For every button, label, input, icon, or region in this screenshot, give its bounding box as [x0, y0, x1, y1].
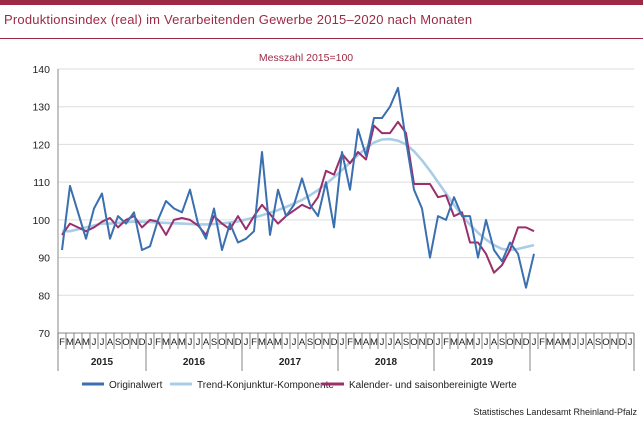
legend-label: Trend-Konjunktur-Komponente: [197, 380, 334, 391]
x-month-label: D: [427, 337, 434, 348]
x-month-label: J: [580, 337, 585, 348]
x-month-label: M: [82, 337, 90, 348]
x-month-label: A: [459, 337, 466, 348]
x-month-label: M: [354, 337, 362, 348]
x-month-label: M: [562, 337, 570, 348]
x-month-label: S: [115, 337, 121, 348]
x-month-label: N: [323, 337, 330, 348]
x-month-label: A: [107, 337, 114, 348]
x-month-label: J: [436, 337, 441, 348]
x-month-label: J: [340, 337, 345, 348]
x-month-label: A: [267, 337, 274, 348]
x-month-label: M: [274, 337, 282, 348]
x-month-label: J: [284, 337, 289, 348]
y-tick-label: 120: [32, 139, 50, 151]
x-year-label: 2016: [183, 357, 206, 368]
x-month-label: O: [506, 337, 513, 348]
x-month-label: O: [410, 337, 417, 348]
title-accent-bar: [0, 0, 643, 5]
chart-title: Produktionsindex (real) im Verarbeitende…: [4, 12, 473, 27]
y-tick-label: 100: [32, 215, 50, 227]
x-month-label: F: [539, 337, 545, 348]
x-month-label: O: [602, 337, 609, 348]
y-tick-label: 140: [32, 64, 50, 76]
y-tick-label: 90: [38, 253, 50, 265]
x-month-label: J: [484, 337, 489, 348]
x-month-label: M: [66, 337, 74, 348]
x-month-label: A: [299, 337, 306, 348]
x-month-label: S: [595, 337, 601, 348]
x-month-label: J: [628, 337, 633, 348]
chart-subtitle: Messzahl 2015=100: [259, 52, 353, 64]
x-month-label: F: [59, 337, 65, 348]
x-month-label: M: [162, 337, 170, 348]
x-month-label: M: [370, 337, 378, 348]
x-month-label: J: [100, 337, 105, 348]
x-month-label: N: [515, 337, 522, 348]
x-month-label: S: [307, 337, 313, 348]
x-month-label: J: [148, 337, 153, 348]
x-month-label: A: [555, 337, 562, 348]
x-month-label: F: [155, 337, 161, 348]
x-month-label: O: [122, 337, 129, 348]
x-month-label: S: [499, 337, 505, 348]
x-month-label: A: [395, 337, 402, 348]
x-month-label: N: [131, 337, 138, 348]
x-month-label: D: [331, 337, 338, 348]
legend-label: Originalwert: [109, 380, 163, 391]
x-month-label: M: [258, 337, 266, 348]
x-month-label: J: [292, 337, 297, 348]
series-line-2: [61, 120, 535, 274]
x-month-label: J: [244, 337, 249, 348]
x-month-label: F: [251, 337, 257, 348]
x-month-label: S: [211, 337, 217, 348]
x-year-label: 2019: [471, 357, 494, 368]
series-line-0: [61, 86, 535, 289]
y-tick-label: 110: [33, 177, 50, 189]
x-month-label: O: [218, 337, 225, 348]
x-month-label: J: [476, 337, 481, 348]
x-month-label: J: [572, 337, 577, 348]
y-tick-label: 130: [32, 102, 50, 114]
legend-label: Kalender- und saisonbereinigte Werte: [349, 380, 517, 391]
x-year-label: 2017: [279, 357, 302, 368]
x-month-label: A: [171, 337, 178, 348]
x-month-label: J: [196, 337, 201, 348]
x-month-label: O: [314, 337, 321, 348]
x-month-label: N: [419, 337, 426, 348]
x-month-label: M: [546, 337, 554, 348]
x-month-label: M: [466, 337, 474, 348]
x-month-label: J: [188, 337, 193, 348]
chart-panel: Messzahl 2015=100 70 80 90 100 110 120 130 140 F M…: [4, 44, 638, 414]
x-month-label: J: [532, 337, 537, 348]
title-divider: [0, 38, 643, 39]
x-month-label: J: [92, 337, 97, 348]
y-tick-label: 70: [38, 328, 50, 340]
x-month-label: F: [347, 337, 353, 348]
y-tick-label: 80: [38, 290, 50, 302]
x-year-label: 2018: [375, 357, 398, 368]
x-month-label: A: [363, 337, 370, 348]
x-month-label: S: [403, 337, 409, 348]
series-line-1: [62, 137, 535, 252]
x-month-label: D: [619, 337, 626, 348]
x-month-label: D: [523, 337, 530, 348]
x-month-label: A: [75, 337, 82, 348]
x-month-label: F: [443, 337, 449, 348]
x-month-label: M: [178, 337, 186, 348]
x-month-label: N: [227, 337, 234, 348]
x-month-label: J: [388, 337, 393, 348]
x-month-label: N: [611, 337, 618, 348]
x-year-label: 2015: [91, 357, 114, 368]
x-month-label: D: [235, 337, 242, 348]
x-month-label: D: [139, 337, 146, 348]
source-note: Statistisches Landesamt Rheinland-Pfalz: [473, 407, 637, 417]
x-month-label: A: [491, 337, 498, 348]
x-month-label: A: [203, 337, 210, 348]
x-month-label: M: [450, 337, 458, 348]
x-month-label: A: [587, 337, 594, 348]
x-month-label: J: [380, 337, 385, 348]
